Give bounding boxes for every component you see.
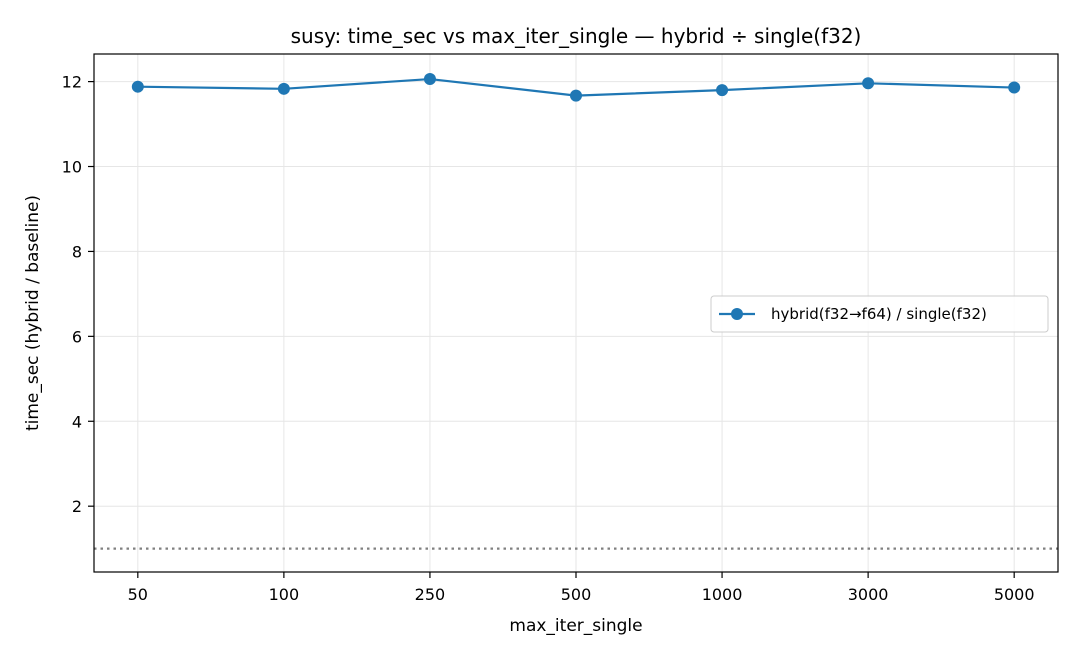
- y-tick-label: 12: [62, 73, 82, 92]
- x-tick-label: 5000: [994, 585, 1035, 604]
- data-point: [1008, 81, 1021, 94]
- y-tick-label: 2: [72, 497, 82, 516]
- y-tick-label: 10: [62, 158, 82, 177]
- x-tick-label: 250: [415, 585, 446, 604]
- x-tick-label: 1000: [702, 585, 743, 604]
- legend-series-marker: [731, 308, 743, 320]
- y-tick-label: 6: [72, 327, 82, 346]
- data-point: [423, 73, 436, 86]
- data-point: [131, 80, 144, 93]
- y-tick-label: 4: [72, 412, 82, 431]
- ticks: 50 100 250 500 1000 3000 5000 2 4 6 8 10 12: [62, 73, 1035, 604]
- data-point: [716, 84, 729, 97]
- x-tick-label: 50: [128, 585, 148, 604]
- grid: [94, 54, 1058, 572]
- y-tick-label: 8: [72, 242, 82, 261]
- y-axis-label: time_sec (hybrid / baseline): [23, 195, 43, 431]
- series-layer: [131, 73, 1021, 102]
- data-point: [277, 82, 290, 95]
- legend-box: [710, 295, 1049, 333]
- legend: hybrid(f32→f64) / single(f32): [710, 295, 1049, 333]
- data-point: [570, 89, 582, 102]
- x-tick-label: 500: [561, 585, 592, 604]
- x-tick-label: 3000: [848, 585, 889, 604]
- chart-title: susy: time_sec vs max_iter_single — hybr…: [291, 24, 862, 48]
- x-axis-label: max_iter_single: [509, 616, 642, 636]
- x-tick-label: 100: [269, 585, 300, 604]
- legend-series-label: hybrid(f32→f64) / single(f32): [771, 305, 987, 323]
- data-point: [862, 77, 875, 90]
